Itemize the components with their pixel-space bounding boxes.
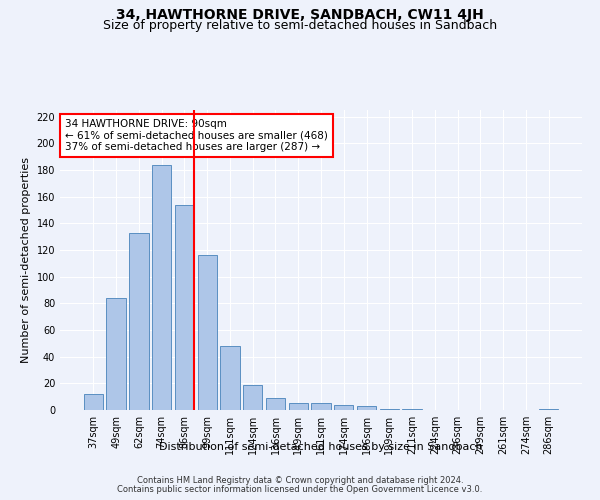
- Bar: [311, 404, 331, 410]
- Text: 34, HAWTHORNE DRIVE, SANDBACH, CW11 4JH: 34, HAWTHORNE DRIVE, SANDBACH, CW11 4JH: [116, 8, 484, 22]
- Text: Contains HM Land Registry data © Crown copyright and database right 2024.: Contains HM Land Registry data © Crown c…: [137, 476, 463, 485]
- Bar: [380, 408, 399, 410]
- Bar: [106, 298, 126, 410]
- Bar: [197, 256, 217, 410]
- Bar: [334, 404, 353, 410]
- Bar: [357, 406, 376, 410]
- Text: 34 HAWTHORNE DRIVE: 90sqm
← 61% of semi-detached houses are smaller (468)
37% of: 34 HAWTHORNE DRIVE: 90sqm ← 61% of semi-…: [65, 119, 328, 152]
- Y-axis label: Number of semi-detached properties: Number of semi-detached properties: [21, 157, 31, 363]
- Bar: [243, 384, 262, 410]
- Bar: [539, 408, 558, 410]
- Bar: [220, 346, 239, 410]
- Bar: [403, 408, 422, 410]
- Bar: [152, 164, 172, 410]
- Text: Contains public sector information licensed under the Open Government Licence v3: Contains public sector information licen…: [118, 485, 482, 494]
- Bar: [289, 404, 308, 410]
- Bar: [129, 232, 149, 410]
- Text: Distribution of semi-detached houses by size in Sandbach: Distribution of semi-detached houses by …: [159, 442, 483, 452]
- Text: Size of property relative to semi-detached houses in Sandbach: Size of property relative to semi-detach…: [103, 19, 497, 32]
- Bar: [84, 394, 103, 410]
- Bar: [266, 398, 285, 410]
- Bar: [175, 204, 194, 410]
